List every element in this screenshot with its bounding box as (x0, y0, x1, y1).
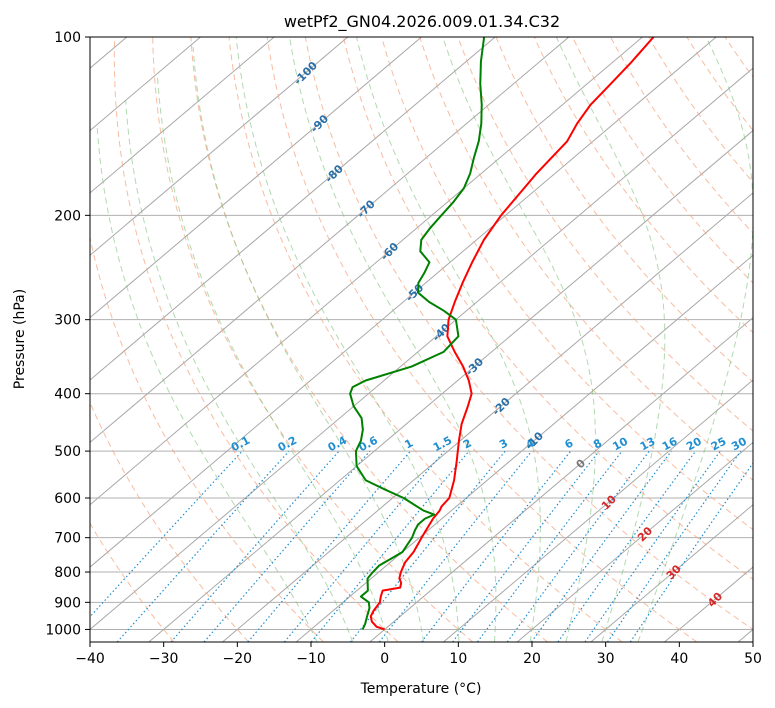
mixing-ratio-line (116, 450, 290, 642)
isotherm--90 (90, 37, 422, 319)
mixing-ratio-label: 13 (638, 435, 658, 454)
mixing-ratio-line (283, 450, 445, 642)
isotherm--50 (90, 37, 717, 568)
x-tick-label: 0 (380, 651, 389, 667)
mixing-ratio-label: 30 (729, 435, 749, 454)
y-tick-label: 700 (54, 531, 81, 547)
y-tick-label: 900 (54, 595, 81, 611)
dry-adiabat (304, 37, 753, 631)
chart-title: wetPf2_GN04.2026.009.01.34.C32 (284, 12, 560, 32)
moist-adiabat (637, 37, 753, 642)
isotherm--100 (90, 37, 349, 256)
x-tick-label: 20 (523, 651, 541, 667)
plot-area (90, 37, 753, 642)
mixing-ratio-label: 20 (684, 435, 704, 454)
dry-adiabat (571, 37, 753, 284)
mixing-ratio-line (476, 450, 623, 642)
isotherm--40 (90, 67, 753, 631)
isotherm--110 (90, 37, 275, 194)
isotherm--80 (90, 37, 496, 381)
y-axis-label: Pressure (hPa) (12, 289, 28, 389)
dry-adiabat (228, 37, 623, 642)
mixing-ratio-line (170, 450, 340, 642)
dry-adiabat (90, 522, 175, 642)
y-axis: 1000 900 800 700 600 500 400 300 200 100 (45, 30, 90, 638)
y-tick-label: 400 (54, 387, 81, 403)
moist-adiabat (96, 127, 318, 642)
dry-adiabat (152, 37, 474, 642)
y-tick-label: 100 (54, 30, 81, 46)
mixing-ratio-line (506, 450, 650, 642)
moist-adiabat (125, 100, 354, 642)
mixing-ratio-label: 36 (750, 435, 770, 454)
mixing-ratio-line (90, 450, 243, 618)
x-tick-label: −20 (223, 651, 253, 667)
moist-adiabat (192, 47, 425, 642)
isotherm-10 (443, 379, 753, 642)
mixing-ratio-label: 25 (709, 435, 729, 454)
dry-adiabat (343, 37, 753, 580)
isotherm--20 (222, 192, 753, 642)
x-tick-label: −40 (75, 651, 105, 667)
x-axis-label: Temperature (°C) (360, 681, 482, 697)
mixing-ratio-line (607, 450, 742, 642)
isotherm-0 (369, 316, 753, 642)
dry-adiabat (457, 37, 753, 432)
profile-lines (349, 37, 655, 631)
x-tick-label: 50 (744, 651, 762, 667)
dry-adiabat (90, 401, 250, 642)
mixing-ratio-line (310, 450, 470, 642)
dry-adiabat (266, 37, 698, 642)
temperature-line (369, 37, 655, 631)
dry-adiabat (533, 37, 753, 334)
x-tick-label: −30 (149, 651, 179, 667)
dry-adiabat (113, 37, 399, 642)
mixing-ratio-line (530, 450, 672, 642)
mixing-ratio-label: 10 (610, 435, 630, 454)
dry-adiabat (90, 235, 324, 642)
x-tick-label: −10 (296, 651, 326, 667)
mixing-ratio-line (350, 450, 506, 642)
dewpoint-line (349, 37, 486, 630)
y-tick-label: 600 (54, 491, 81, 507)
plot-frame (89, 36, 754, 643)
y-tick-label: 1000 (45, 622, 81, 638)
y-tick-label: 200 (54, 208, 81, 224)
moist-adiabat (235, 37, 460, 642)
moist-adiabat (442, 37, 596, 642)
isotherm--70 (90, 37, 570, 444)
moist-adiabat (289, 37, 497, 642)
x-tick-label: 30 (597, 651, 615, 667)
mixing-ratio-line (452, 450, 600, 642)
x-tick-label: 10 (449, 651, 467, 667)
isotherm--10 (295, 254, 753, 642)
mixing-ratio-label: 16 (660, 435, 680, 454)
mixing-ratio-line (629, 462, 753, 642)
isotherm-20 (516, 441, 753, 642)
y-tick-label: 500 (54, 444, 81, 460)
isotherm-30 (590, 504, 753, 642)
isotherm--60 (90, 37, 643, 506)
dry-adiabat (381, 37, 753, 531)
y-tick-label: 800 (54, 565, 81, 581)
mixing-ratio-line (378, 450, 533, 642)
moist-adiabat (555, 37, 666, 642)
background-lines (90, 37, 753, 642)
mixing-ratio-line (584, 450, 721, 642)
dry-adiabat (495, 37, 753, 383)
x-tick-label: 40 (670, 651, 688, 667)
moist-adiabat (156, 75, 389, 642)
mixing-ratio-line (557, 450, 697, 642)
x-axis: −40 −30 −20 −10 0 10 20 30 40 50 (75, 642, 762, 667)
moist-adiabat (356, 37, 541, 642)
y-tick-label: 300 (54, 313, 81, 329)
